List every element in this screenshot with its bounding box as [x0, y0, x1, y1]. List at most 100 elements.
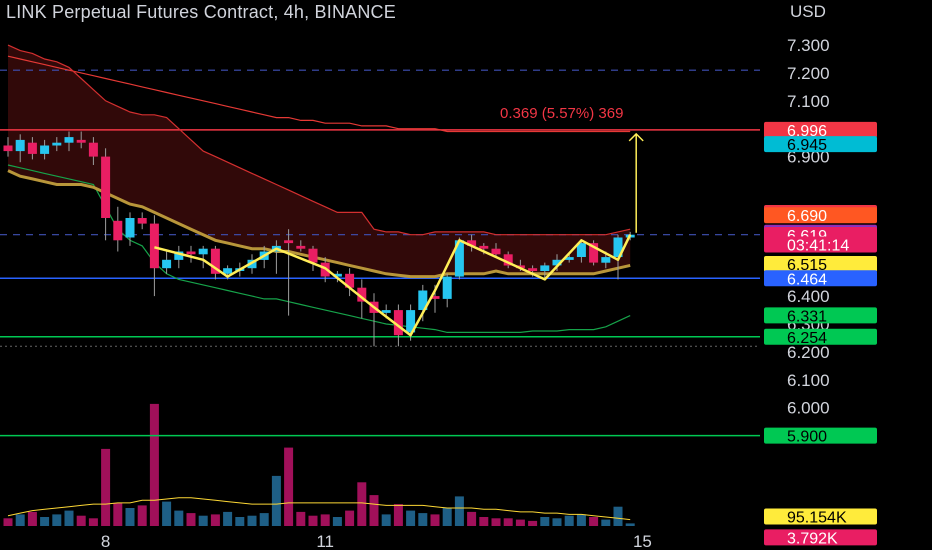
price-badge-label: 3.792K: [787, 530, 838, 547]
x-axis-tick-label: 11: [316, 532, 334, 550]
volume-bar: [308, 515, 318, 526]
volume-bar: [540, 517, 550, 526]
candle-body: [515, 265, 525, 269]
price-badge-label: 6.515: [787, 257, 827, 274]
candle-body: [162, 259, 172, 269]
volume-bar: [454, 496, 464, 526]
volume-bar: [210, 514, 220, 526]
volume-bar: [186, 513, 196, 526]
candle-body: [88, 142, 98, 157]
candle-body: [576, 243, 586, 257]
currency-label: USD: [790, 2, 826, 21]
candle-body: [223, 268, 233, 274]
candle-body: [76, 139, 86, 143]
candle-body: [406, 310, 416, 333]
candle-body: [27, 142, 37, 154]
candle-body: [564, 257, 574, 260]
price-badge: [764, 236, 877, 253]
volume-bar: [442, 508, 452, 526]
candle-body: [40, 145, 50, 154]
price-badge: [764, 328, 877, 345]
candle-body: [15, 139, 25, 152]
candle-body: [198, 248, 208, 255]
volume-bar: [552, 518, 562, 526]
volume-bar: [137, 505, 147, 526]
measure-label: 0.369 (5.57%) 369: [500, 105, 623, 122]
price-badge: [764, 529, 877, 546]
volume-bar: [393, 504, 403, 526]
candle-body: [332, 273, 342, 277]
volume-bar: [296, 511, 306, 526]
price-badge: [764, 508, 877, 525]
price-badge-label: 6.996: [787, 123, 827, 140]
volume-bar: [369, 495, 379, 526]
price-badge-label: 6.690: [787, 208, 827, 225]
x-axis-tick-label: 8: [101, 532, 110, 550]
volume-bar: [589, 517, 599, 526]
price-badge-label: 6.331: [787, 308, 827, 325]
candle-body: [149, 223, 159, 269]
volume-ma-line: [7, 497, 631, 521]
price-badge: [764, 256, 877, 272]
volume-bar: [345, 510, 355, 526]
volume-bar: [101, 448, 111, 526]
volume-bar: [15, 514, 25, 526]
volume-bar: [76, 515, 86, 526]
price-badge: [764, 270, 877, 287]
price-badge-label: 6.464: [787, 271, 827, 288]
y-axis-tick-label: 6.000: [787, 399, 830, 418]
moving-average-line: [7, 169, 631, 279]
volume-bar: [503, 518, 513, 526]
pattern-zigzag: [154, 234, 632, 337]
volume-bar: [284, 447, 294, 526]
y-axis-tick-label: 6.400: [787, 287, 830, 306]
x-axis-tick-label: 15: [633, 532, 652, 550]
candle-body: [540, 265, 550, 271]
candle-body: [503, 254, 513, 266]
price-badge: [764, 307, 877, 324]
candle-body: [381, 310, 391, 313]
volume-bar: [259, 513, 269, 526]
candle-body: [589, 243, 599, 263]
volume-bar: [613, 506, 623, 526]
volume-bar: [491, 518, 501, 526]
candle-body: [418, 290, 428, 310]
price-badge: [764, 207, 877, 224]
volume-bar: [88, 518, 98, 526]
volume-bar: [223, 511, 233, 526]
candle-body: [125, 218, 135, 238]
candle-body: [345, 273, 355, 288]
volume-bar: [528, 520, 538, 526]
volume-bar: [381, 514, 391, 526]
measure-arrow-head: [628, 132, 644, 142]
upper-band-line: [7, 44, 631, 236]
volume-bar: [52, 514, 62, 526]
price-badge-label: 03:41:14: [787, 238, 849, 255]
candle-body: [137, 218, 147, 224]
candle-body: [210, 248, 220, 274]
y-axis-tick-label: 6.100: [787, 371, 830, 390]
volume-bar: [64, 510, 74, 526]
candle-body: [454, 240, 464, 277]
candle-body: [64, 137, 74, 143]
volume-bar: [320, 514, 330, 526]
price-badge: [764, 427, 877, 444]
volume-bar: [406, 510, 416, 526]
candle-body: [613, 237, 623, 257]
price-badge-label: 6.254: [787, 330, 827, 347]
candle-body: [393, 310, 403, 336]
price-badge-label: 6.945: [787, 137, 827, 154]
volume-bar: [625, 523, 635, 526]
candle-body: [430, 296, 440, 299]
y-axis-tick-label: 6.200: [787, 343, 830, 362]
y-axis-tick-label: 7.300: [787, 36, 830, 55]
candle-body: [101, 156, 111, 218]
volume-bar: [479, 517, 489, 526]
y-axis-tick-label: 7.100: [787, 92, 830, 111]
volume-bar: [515, 519, 525, 526]
volume-bar: [149, 403, 159, 526]
candle-body: [552, 259, 562, 266]
candle-body: [113, 220, 123, 241]
volume-bar: [430, 514, 440, 526]
